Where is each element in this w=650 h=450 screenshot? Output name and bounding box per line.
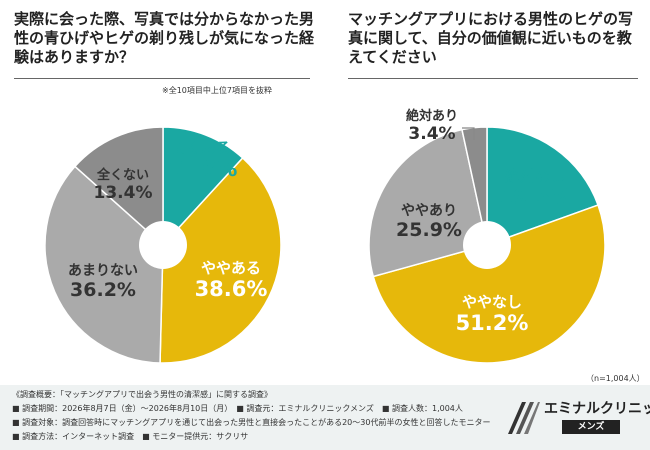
- leader-line: [462, 127, 475, 140]
- slice-label: 全くない: [96, 167, 149, 183]
- logo-sub-label: メンズ: [562, 420, 620, 434]
- slice-label: あまりない: [68, 263, 138, 279]
- slice-value: 19.5%: [499, 185, 572, 209]
- logo-mark-icon: [508, 402, 540, 434]
- slice-label: 絶対なし: [505, 167, 565, 185]
- slice-label: よくある: [171, 139, 231, 157]
- slice-value: 25.9%: [396, 219, 462, 241]
- title-underline: [348, 78, 638, 79]
- pie-slice: [159, 156, 282, 364]
- pie-slice: [486, 126, 599, 247]
- footer-line: 《調査概要：「マッチングアプリで出会う男性の清潔感」に関する調査》: [12, 390, 272, 399]
- footer-line: ■ 調査方法：インターネット調査 ■ モニター提供元：サクリサ: [12, 432, 249, 441]
- pie-slice: [73, 126, 164, 247]
- slice-value: 36.2%: [70, 279, 136, 301]
- pie-center-hole: [139, 221, 187, 269]
- slice-label: ややなし: [462, 293, 522, 311]
- slice-label: ややあり: [401, 203, 457, 219]
- pie-slice: [162, 126, 244, 247]
- pie-slice: [368, 128, 488, 278]
- slice-value: 51.2%: [456, 311, 529, 335]
- slice-value: 13.4%: [94, 183, 153, 203]
- chart1-note: ※全10項目中上位7項目を抜粋: [162, 86, 272, 95]
- slice-label: ややある: [201, 259, 261, 277]
- logo-name: エミナルクリニック: [544, 401, 650, 417]
- chart2-sample-size: （n=1,004人）: [586, 374, 645, 383]
- slice-value: 38.6%: [195, 277, 268, 301]
- pie-slice: [372, 204, 606, 364]
- survey-footer: 《調査概要：「マッチングアプリで出会う男性の清潔感」に関する調査》 ■ 調査期間…: [0, 385, 650, 450]
- title-underline: [14, 78, 310, 79]
- footer-line: ■ 調査対象：調査回答時にマッチングアプリを通じて出会った男性と直接会ったことが…: [12, 418, 491, 427]
- pie-slice: [44, 165, 164, 364]
- footer-line: ■ 調査期間：2026年8月7日（金）～2026年8月10日（月） ■ 調査元：…: [12, 404, 463, 413]
- slice-value: 3.4%: [408, 124, 455, 144]
- slice-value: 11.8%: [165, 157, 238, 181]
- chart1-title: 実際に会った際、写真では分からなかった男性の青ひげやヒゲの剃り残しが気になった経…: [14, 10, 315, 66]
- clinic-logo: エミナルクリニック メンズ: [506, 396, 650, 438]
- slice-label: 絶対あり: [405, 108, 458, 124]
- pie-center-hole: [463, 221, 511, 269]
- chart2-title: マッチングアプリにおける男性のヒゲの写真に関して、自分の価値観に近いものを教えて…: [348, 10, 634, 66]
